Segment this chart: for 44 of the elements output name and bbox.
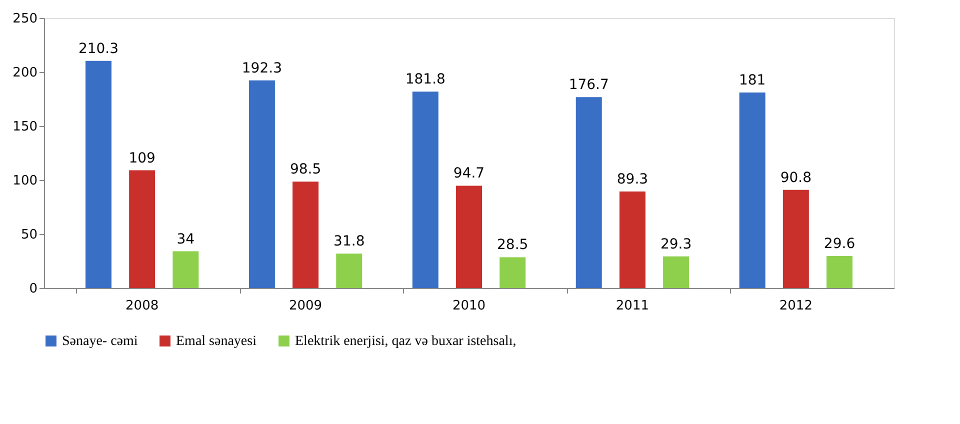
y-tick-label: 100 (12, 174, 38, 188)
x-tick-label: 2012 (779, 298, 812, 314)
bar (619, 192, 646, 288)
data-label: 29.3 (660, 236, 692, 252)
data-label: 98.5 (290, 162, 322, 178)
data-label: 34 (176, 231, 195, 248)
x-tick-label: 2009 (288, 298, 322, 314)
bar (500, 257, 526, 288)
bar (85, 60, 112, 288)
data-label: 176.7 (568, 77, 609, 94)
y-tick-label: 150 (12, 120, 38, 134)
bar (129, 170, 156, 288)
bar (456, 186, 482, 288)
bar (292, 182, 319, 288)
data-label: 109 (128, 150, 156, 166)
legend-label: Elektrik enerjisi, qaz və buxar istehsalı, (295, 334, 516, 349)
bar (663, 256, 690, 288)
data-label: 31.8 (334, 234, 365, 250)
data-label: 210.3 (78, 40, 119, 57)
data-label: 181.8 (405, 72, 446, 88)
data-label: 28.5 (497, 237, 528, 254)
bar (336, 254, 362, 288)
data-label: 90.8 (780, 170, 812, 186)
x-tick-label: 2010 (452, 298, 486, 314)
bar (782, 190, 809, 288)
y-tick-label: 0 (29, 282, 38, 296)
bar (248, 80, 275, 288)
data-label: 89.3 (616, 172, 648, 188)
data-label: 181 (738, 72, 766, 89)
y-tick-label: 250 (12, 12, 38, 26)
data-label: 94.7 (453, 166, 485, 182)
bar (412, 92, 438, 288)
x-tick-label: 2008 (126, 298, 159, 314)
bar (739, 92, 766, 288)
bar (576, 97, 602, 288)
data-label: 29.6 (824, 236, 856, 252)
y-tick-label: 200 (12, 66, 38, 80)
y-tick-label: 50 (20, 228, 38, 242)
x-tick-label: 2011 (616, 298, 650, 314)
legend-label: Emal sənayesi (176, 334, 257, 349)
legend-label: Sənaye- cəmi (62, 334, 138, 349)
data-label: 192.3 (242, 60, 282, 76)
bar (826, 256, 853, 288)
bar (172, 251, 199, 288)
